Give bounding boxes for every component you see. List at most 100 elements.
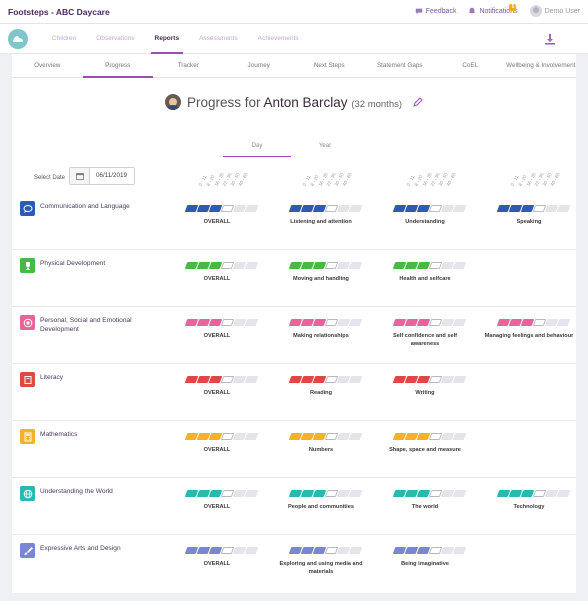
subtab-wellbeing-involvement[interactable]: Wellbeing & Involvement — [506, 62, 576, 69]
paintbrush-icon — [20, 543, 35, 558]
aspect-label: Making relationships — [293, 333, 349, 339]
area-row: Communication and Language OVERALL Listeni… — [12, 193, 576, 250]
footprint-icon — [13, 36, 23, 42]
page-title: Progress for Anton Barclay (32 months) — [12, 94, 576, 110]
aspect-progress[interactable]: Writing — [380, 376, 470, 397]
progress-segment — [452, 376, 467, 383]
aspect-progress[interactable]: OVERALL — [172, 490, 262, 511]
aspect-progress[interactable]: Reading — [276, 376, 366, 397]
progress-segment — [244, 490, 259, 497]
calendar-icon[interactable] — [75, 172, 84, 180]
aspect-progress[interactable]: OVERALL — [172, 547, 262, 568]
aspect-label: Shape, space and measure — [389, 447, 461, 453]
aspect-progress[interactable]: OVERALL — [172, 376, 262, 397]
progress-bar — [184, 205, 262, 212]
nav-tab-assessments[interactable]: Assessments — [199, 35, 238, 42]
aspect-progress[interactable]: Making relationships — [276, 319, 366, 340]
aspect-progress[interactable]: Health and selfcare — [380, 262, 470, 283]
area-name[interactable]: Mathematics — [40, 431, 78, 438]
aspect-progress[interactable]: OVERALL — [172, 205, 262, 226]
area-name[interactable]: Understanding the World — [40, 488, 113, 495]
aspect-progress[interactable]: Moving and handling — [276, 262, 366, 283]
age-band-header: 0 - 11 8 - 20 16 - 26 22 - 36 30 - 50 40 - 60 — [300, 165, 370, 187]
aspect-progress[interactable]: Being imaginative — [380, 547, 470, 568]
aspect-label: Speaking — [516, 219, 542, 225]
footsteps-logo[interactable] — [8, 29, 28, 49]
book-icon — [20, 372, 35, 387]
progress-bar — [392, 205, 470, 212]
period-tabs: Day Year — [223, 143, 359, 157]
progress-bar — [392, 433, 470, 440]
aspect-progress[interactable]: OVERALL — [172, 319, 262, 340]
progress-bar — [288, 490, 366, 497]
progress-segment — [556, 319, 571, 326]
date-picker[interactable]: 06/11/2019 — [69, 167, 135, 185]
pencil-icon[interactable] — [412, 96, 423, 108]
area-name[interactable]: Personal, Social and Emotional Developme… — [40, 317, 132, 333]
bell-icon — [469, 7, 476, 15]
aspect-progress[interactable]: Shape, space and measure — [380, 433, 470, 454]
aspect-progress[interactable]: Managing feelings and behaviour — [484, 319, 574, 340]
user-menu[interactable]: Demo User — [529, 5, 580, 17]
title-prefix: Progress for — [186, 94, 261, 110]
aspect-label: OVERALL — [203, 219, 231, 225]
aspect-progress[interactable]: Numbers — [276, 433, 366, 454]
trophy-icon — [20, 258, 35, 273]
select-date-label: Select Date — [34, 175, 66, 181]
feedback-label: Feedback — [425, 7, 457, 15]
progress-segment — [348, 319, 363, 326]
area-name[interactable]: Physical Development — [40, 260, 106, 267]
aspect-progress[interactable]: Understanding — [380, 205, 470, 226]
aspect-progress[interactable]: The world — [380, 490, 470, 511]
child-name: Anton Barclay — [263, 94, 348, 110]
subtab-next-steps[interactable]: Next Steps — [313, 62, 345, 69]
nav-tab-reports[interactable]: Reports — [145, 24, 190, 54]
progress-segment — [348, 205, 363, 212]
subtab-journey[interactable]: Journey — [247, 62, 270, 69]
period-tab-day[interactable]: Day — [223, 143, 291, 157]
progress-bar — [184, 433, 262, 440]
aspect-progress[interactable]: Self confidence and self awareness — [380, 319, 470, 349]
area-name[interactable]: Literacy — [40, 374, 64, 381]
nav-tab-observations[interactable]: Observations — [96, 35, 135, 42]
aspect-label: Self confidence and self awareness — [392, 333, 458, 348]
nav-tab-children[interactable]: Children — [52, 35, 77, 42]
subtab-statement-gaps[interactable]: Statement Gaps — [376, 62, 423, 69]
area-name[interactable]: Communication and Language — [40, 203, 130, 210]
progress-segment — [244, 205, 259, 212]
subtab-progress[interactable]: Progress — [82, 54, 154, 78]
aspect-progress[interactable]: Speaking — [484, 205, 574, 226]
aspect-progress[interactable]: People and communities — [276, 490, 366, 511]
aspect-progress[interactable]: Exploring and using media and materials — [276, 547, 366, 577]
subtab-overview[interactable]: Overview — [34, 62, 61, 69]
report-subtabs: Overview Progress Tracker Journey Next Steps… — [12, 54, 576, 78]
progress-bar — [392, 490, 470, 497]
progress-segment — [244, 319, 259, 326]
aspect-progress[interactable]: OVERALL — [172, 262, 262, 283]
child-avatar — [164, 94, 181, 110]
aspect-label: OVERALL — [203, 504, 231, 510]
progress-segment — [556, 205, 571, 212]
nav-tab-achievements[interactable]: Achievements — [257, 35, 299, 42]
progress-bar — [288, 262, 366, 269]
aspect-label: OVERALL — [203, 390, 231, 396]
subtab-tracker[interactable]: Tracker — [177, 62, 199, 69]
progress-bar — [496, 205, 574, 212]
aspect-label: People and communities — [288, 504, 354, 510]
aspect-progress[interactable]: OVERALL — [172, 433, 262, 454]
target-icon — [20, 315, 35, 330]
notifications-link[interactable]: Notifications 5 — [468, 4, 518, 15]
progress-bar — [288, 547, 366, 554]
progress-bar — [288, 205, 366, 212]
aspect-progress[interactable]: Listening and attention — [276, 205, 366, 226]
progress-bar — [184, 490, 262, 497]
period-tab-year[interactable]: Year — [318, 143, 332, 149]
subtab-coel[interactable]: CoEL — [462, 62, 479, 69]
aspect-label: Exploring and using media and materials — [279, 561, 363, 576]
feedback-link[interactable]: Feedback — [415, 7, 457, 15]
download-icon[interactable] — [544, 33, 556, 45]
aspect-label: Technology — [513, 504, 545, 510]
area-name[interactable]: Expressive Arts and Design — [40, 545, 121, 552]
aspect-progress[interactable]: Technology — [484, 490, 574, 511]
area-row: Mathematics OVERALL Numbers Shape, space an… — [12, 421, 576, 478]
